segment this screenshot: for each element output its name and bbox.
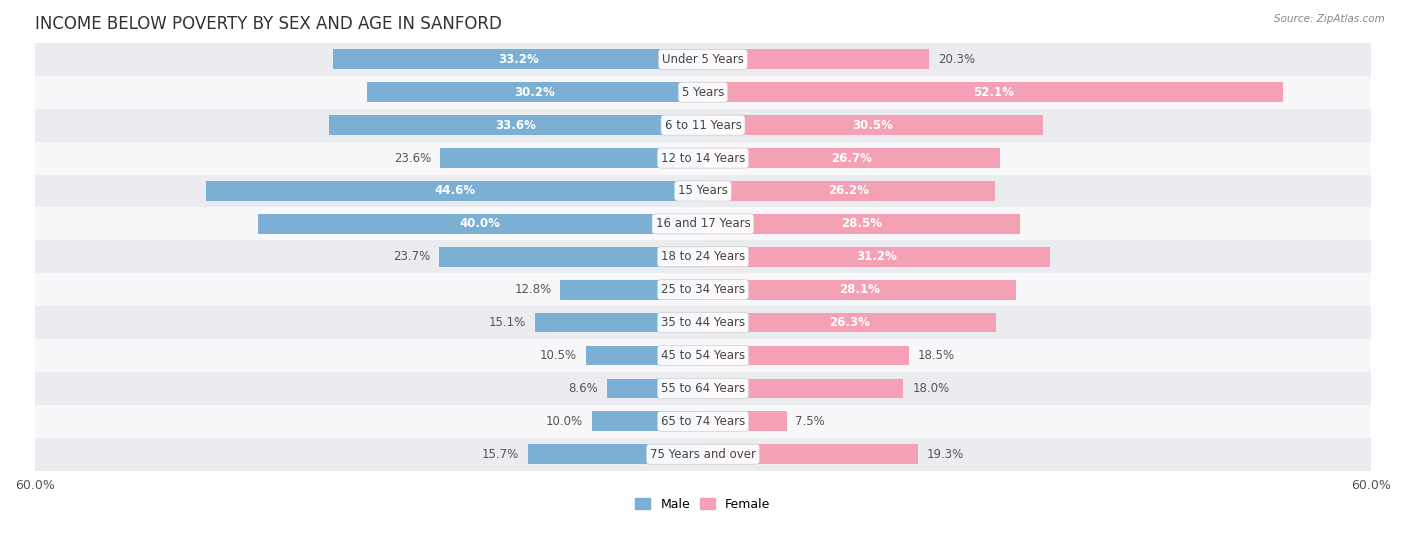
Legend: Male, Female: Male, Female (630, 492, 776, 516)
Bar (207, 181, 703, 201)
Bar (35, 339, 1371, 372)
Bar (561, 280, 703, 300)
Bar (35, 273, 1371, 306)
Bar (35, 240, 1371, 273)
Text: 23.6%: 23.6% (394, 151, 432, 164)
Bar (333, 49, 703, 69)
Bar (35, 141, 1371, 174)
Bar (703, 378, 904, 398)
Bar (703, 444, 918, 464)
Text: 8.6%: 8.6% (568, 382, 599, 395)
Bar (703, 280, 1017, 300)
Bar (703, 345, 910, 366)
Text: 65 to 74 Years: 65 to 74 Years (661, 415, 745, 428)
Text: 15.1%: 15.1% (489, 316, 526, 329)
Bar (703, 49, 929, 69)
Text: 55 to 64 Years: 55 to 64 Years (661, 382, 745, 395)
Text: 18.5%: 18.5% (918, 349, 955, 362)
Text: Source: ZipAtlas.com: Source: ZipAtlas.com (1274, 14, 1385, 24)
Bar (440, 148, 703, 168)
Text: 10.0%: 10.0% (546, 415, 582, 428)
Text: 23.7%: 23.7% (392, 250, 430, 263)
Text: 19.3%: 19.3% (927, 448, 965, 461)
Text: 16 and 17 Years: 16 and 17 Years (655, 217, 751, 230)
Bar (35, 438, 1371, 471)
Text: 18.0%: 18.0% (912, 382, 949, 395)
Bar (329, 115, 703, 135)
Bar (703, 214, 1021, 234)
Text: 45 to 54 Years: 45 to 54 Years (661, 349, 745, 362)
Bar (35, 76, 1371, 108)
Text: 18 to 24 Years: 18 to 24 Years (661, 250, 745, 263)
Bar (534, 312, 703, 333)
Text: 28.5%: 28.5% (841, 217, 882, 230)
Bar (592, 411, 703, 431)
Text: 20.3%: 20.3% (938, 53, 974, 66)
Text: 15.7%: 15.7% (482, 448, 519, 461)
Bar (367, 82, 703, 102)
Bar (586, 345, 703, 366)
Bar (703, 181, 994, 201)
Bar (703, 411, 786, 431)
Bar (703, 148, 1000, 168)
Text: 33.2%: 33.2% (498, 53, 538, 66)
Text: 12.8%: 12.8% (515, 283, 551, 296)
Bar (35, 174, 1371, 207)
Bar (529, 444, 703, 464)
Text: 12 to 14 Years: 12 to 14 Years (661, 151, 745, 164)
Text: 52.1%: 52.1% (973, 86, 1014, 99)
Bar (703, 247, 1050, 267)
Text: 10.5%: 10.5% (540, 349, 578, 362)
Bar (35, 372, 1371, 405)
Bar (703, 312, 995, 333)
Bar (439, 247, 703, 267)
Bar (257, 214, 703, 234)
Text: Under 5 Years: Under 5 Years (662, 53, 744, 66)
Bar (35, 207, 1371, 240)
Text: 40.0%: 40.0% (460, 217, 501, 230)
Bar (35, 405, 1371, 438)
Text: 25 to 34 Years: 25 to 34 Years (661, 283, 745, 296)
Text: 35 to 44 Years: 35 to 44 Years (661, 316, 745, 329)
Bar (35, 43, 1371, 76)
Bar (703, 115, 1043, 135)
Text: 26.7%: 26.7% (831, 151, 872, 164)
Text: 33.6%: 33.6% (495, 119, 536, 132)
Bar (35, 108, 1371, 141)
Text: 30.2%: 30.2% (515, 86, 555, 99)
Bar (35, 306, 1371, 339)
Text: 44.6%: 44.6% (434, 184, 475, 197)
Text: 30.5%: 30.5% (852, 119, 893, 132)
Bar (703, 82, 1284, 102)
Text: INCOME BELOW POVERTY BY SEX AND AGE IN SANFORD: INCOME BELOW POVERTY BY SEX AND AGE IN S… (35, 15, 502, 33)
Text: 28.1%: 28.1% (839, 283, 880, 296)
Text: 26.3%: 26.3% (830, 316, 870, 329)
Text: 15 Years: 15 Years (678, 184, 728, 197)
Text: 26.2%: 26.2% (828, 184, 869, 197)
Text: 31.2%: 31.2% (856, 250, 897, 263)
Text: 7.5%: 7.5% (796, 415, 825, 428)
Bar (607, 378, 703, 398)
Text: 6 to 11 Years: 6 to 11 Years (665, 119, 741, 132)
Text: 75 Years and over: 75 Years and over (650, 448, 756, 461)
Text: 5 Years: 5 Years (682, 86, 724, 99)
